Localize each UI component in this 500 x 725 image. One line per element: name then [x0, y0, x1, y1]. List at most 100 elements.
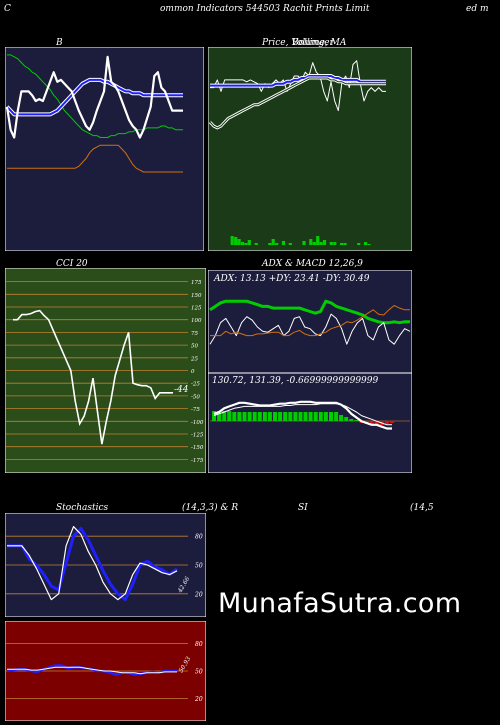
macd-histogram-bar: [369, 421, 374, 425]
macd-histogram-bar: [323, 412, 328, 421]
cci-tick-label: 25: [190, 356, 198, 362]
cci-tick-label: 0: [191, 369, 195, 375]
bb-price-line: [5, 55, 183, 139]
bb-lower-line: [7, 144, 183, 173]
macd-histogram-bar: [349, 419, 354, 421]
macd-histogram-bar: [232, 412, 237, 421]
macd-histogram-bar: [247, 412, 252, 421]
volume-bar: [247, 240, 251, 245]
volume-bar: [230, 236, 234, 245]
macd-histogram-bar: [339, 415, 344, 421]
rsi-ma-line: [7, 666, 177, 675]
macd-histogram-bar: [262, 412, 267, 421]
macd-histogram-bar: [293, 412, 298, 421]
rsi-params: (14,5: [410, 503, 434, 513]
macd-histogram-bar: [217, 411, 222, 421]
stoch-tick-label: 80: [195, 534, 203, 541]
macd-histogram-bar: [273, 412, 277, 421]
volume-bar: [333, 242, 337, 245]
volume-bar: [244, 243, 248, 245]
macd-signal-line: [213, 403, 392, 426]
macd-histogram-bar: [354, 420, 359, 421]
stoch-d-line: [7, 526, 178, 601]
volume-bar: [254, 243, 258, 245]
volume-bar: [329, 242, 333, 245]
macd-histogram-bar: [288, 412, 293, 421]
macd-histogram-bar: [242, 412, 247, 421]
volume-bar: [363, 242, 368, 245]
stoch-k-line: [7, 527, 178, 602]
header-title: ommon Indicators 544503 Rachit Prints Li…: [160, 4, 370, 14]
cci-title: CCI 20: [56, 259, 88, 269]
adx-values-label: ADX: 13.13 +DY: 23.41 -DY: 30.49: [214, 274, 370, 284]
rsi-tick-label: 80: [195, 641, 203, 648]
macd-histogram-bar: [222, 411, 227, 421]
macd-macd-line: [213, 400, 392, 430]
volume-bar: [302, 241, 306, 245]
volume-bar: [234, 237, 238, 245]
price-line: [210, 60, 386, 112]
macd-histogram-bar: [344, 417, 349, 421]
macd-histogram-bar: [384, 421, 389, 424]
volume-bar: [357, 243, 361, 245]
macd-values-label: 130.72, 131.39, -0.66999999999999: [212, 376, 379, 386]
macd-histogram-bar: [308, 412, 313, 421]
macd-histogram-bar: [237, 412, 242, 421]
cci-tick-label: -100: [191, 420, 204, 426]
volume-bar: [237, 239, 241, 245]
cci-tick-label: -175: [191, 458, 204, 464]
price-volume-chart: [208, 47, 412, 251]
volume-bar: [271, 239, 275, 245]
macd-histogram-bar: [318, 412, 323, 421]
volume-bar: [281, 241, 286, 245]
macd-histogram-bar: [227, 411, 232, 421]
macd-histogram-bar: [298, 412, 303, 421]
bb-middle-band: [6, 78, 183, 116]
adx-plus_di-line: [209, 313, 411, 345]
cci-tick-label: 50: [191, 344, 198, 350]
bollinger-chart: [5, 47, 204, 251]
volume-bar: [288, 243, 292, 245]
price-ma-fast: [210, 75, 386, 87]
adx-adx-line: [209, 299, 410, 325]
macd-histogram-bar: [334, 412, 339, 421]
macd-histogram-bar: [283, 412, 288, 421]
adx-minus_di-line: [210, 305, 410, 337]
macd-histogram-bar: [212, 411, 216, 421]
cci-tick-label: -25: [191, 382, 200, 388]
rsi-tick-label: 50: [195, 669, 203, 676]
volume-bar: [322, 240, 327, 245]
cci-tick-label: -150: [191, 445, 204, 451]
macd-histogram-bar: [252, 412, 257, 421]
volume-bar: [367, 244, 371, 245]
stoch-params: (14,3,3) & R: [182, 503, 239, 513]
adx-title: ADX & MACD 12,26,9: [262, 259, 363, 269]
macd-histogram-bar: [278, 412, 283, 421]
macd-histogram-bar: [313, 412, 318, 421]
stoch-title: Stochastics: [56, 503, 109, 513]
cci-line: [13, 309, 173, 445]
header-left: C: [4, 4, 11, 14]
watermark: MunafaSutra.com: [218, 588, 462, 619]
cci-tick-label: -50: [191, 394, 200, 400]
cci-tick-label: 100: [191, 318, 202, 324]
cci-tick-label: -125: [191, 433, 204, 439]
macd-histogram-bar: [257, 412, 262, 421]
macd-histogram-bar: [374, 421, 379, 425]
price-title: Price, Volume, MA: [262, 38, 347, 48]
macd-chart: [208, 373, 412, 473]
cci-chart: 175 150 125 100 75 50 25 0 -25 -50 -75 -100 -125 -150…: [5, 268, 206, 473]
adx-chart: [208, 270, 412, 373]
cci-tick-label: -75: [191, 407, 200, 413]
rsi-tick-label: 20: [194, 696, 203, 703]
volume-bar: [268, 243, 272, 245]
macd-histogram-bar: [303, 412, 308, 421]
price-title-overlay: Bollinger: [292, 38, 334, 48]
stoch-tick-label: 50: [195, 563, 203, 570]
cci-tick-label: 150: [191, 293, 202, 299]
macd-histogram-bar: [267, 412, 272, 421]
volume-bar: [319, 242, 323, 245]
rsi-title: SI: [298, 503, 308, 513]
